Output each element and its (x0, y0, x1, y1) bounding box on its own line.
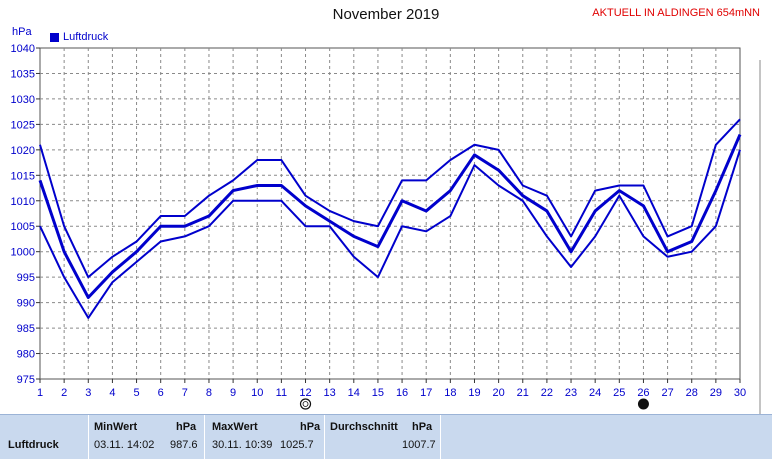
series-line-mean (38, 133, 742, 300)
x-tick-label: 1 (37, 387, 43, 399)
x-tick-label: 26 (637, 387, 649, 399)
y-tick-label: 1035 (11, 68, 35, 80)
x-tick-label: 15 (372, 387, 384, 399)
series-line-min (39, 149, 741, 319)
x-tick-label: 18 (444, 387, 456, 399)
x-tick-label: 19 (468, 387, 480, 399)
x-tick-label: 11 (276, 387, 287, 399)
y-tick-label: 985 (17, 323, 35, 335)
x-tick-label: 8 (206, 387, 212, 399)
y-tick-label: 1040 (11, 43, 35, 55)
y-tick-label: 1015 (11, 170, 35, 182)
full-moon-icon (299, 398, 312, 410)
x-tick-label: 10 (251, 387, 263, 399)
x-tick-label: 9 (230, 387, 236, 399)
avg-header: Durchschnitt (330, 421, 398, 433)
new-moon-icon (637, 398, 649, 410)
x-tick-label: 5 (133, 387, 139, 399)
legend: Luftdruck (50, 31, 108, 43)
x-tick-label: 12 (299, 387, 311, 399)
stats-min-cell: MinWert hPa 03.11. 14:02 987.6 (88, 415, 205, 459)
stats-avg-cell: Durchschnitt hPa 1007.7 (324, 415, 441, 459)
stats-max-cell: MaxWert hPa 30.11. 10:39 1025.7 (204, 415, 325, 459)
stats-table: Luftdruck MinWert hPa 03.11. 14:02 987.6… (0, 414, 772, 459)
full-moon-icon-inner (302, 401, 309, 407)
x-tick-label: 16 (396, 387, 408, 399)
avg-value: 1007.7 (402, 439, 436, 451)
max-value: 1025.7 (280, 439, 314, 451)
x-tick-label: 14 (348, 387, 360, 399)
y-tick-label: 1010 (11, 196, 35, 208)
max-unit: hPa (300, 421, 321, 433)
y-tick-label: 1020 (11, 145, 35, 157)
min-value: 987.6 (170, 439, 198, 451)
x-tick-label: 29 (710, 387, 722, 399)
max-time: 30.11. 10:39 (212, 439, 273, 451)
x-tick-label: 7 (182, 387, 188, 399)
y-tick-label: 995 (17, 272, 35, 284)
station-label: AKTUELL IN ALDINGEN 654mNN (592, 7, 760, 19)
x-tick-label: 28 (686, 387, 698, 399)
series-line-max (39, 118, 741, 279)
pressure-chart: 9759809859909951000100510101015102010251… (11, 43, 761, 414)
x-tick-label: 21 (517, 387, 529, 399)
x-tick-label: 25 (613, 387, 625, 399)
y-axis-unit: hPa (12, 26, 32, 38)
y-tick-label: 980 (17, 349, 35, 361)
x-tick-label: 4 (109, 387, 115, 399)
min-header: MinWert (94, 421, 138, 433)
avg-unit: hPa (412, 421, 433, 433)
y-tick-label: 990 (17, 298, 35, 310)
y-tick-label: 1030 (11, 94, 35, 106)
y-tick-label: 1000 (11, 247, 35, 259)
stats-label-cell: Luftdruck (0, 415, 89, 459)
x-tick-label: 27 (661, 387, 673, 399)
x-tick-label: 20 (492, 387, 504, 399)
x-tick-label: 22 (541, 387, 553, 399)
stats-row-label: Luftdruck (8, 439, 59, 451)
x-tick-label: 23 (565, 387, 577, 399)
y-tick-label: 975 (17, 374, 35, 386)
x-tick-label: 13 (324, 387, 336, 399)
x-tick-label: 3 (85, 387, 91, 399)
max-header: MaxWert (212, 421, 258, 433)
x-tick-label: 30 (734, 387, 746, 399)
x-tick-label: 6 (158, 387, 164, 399)
y-tick-label: 1025 (11, 119, 35, 131)
plot-area (39, 47, 741, 380)
x-tick-label: 2 (61, 387, 67, 399)
min-unit: hPa (176, 421, 197, 433)
chart-title: November 2019 (332, 6, 440, 23)
x-tick-label: 24 (589, 387, 601, 399)
legend-label: Luftdruck (63, 31, 109, 43)
y-tick-label: 1005 (11, 221, 35, 233)
legend-swatch (50, 32, 59, 42)
x-tick-label: 17 (420, 387, 432, 399)
min-time: 03.11. 14:02 (94, 439, 155, 451)
